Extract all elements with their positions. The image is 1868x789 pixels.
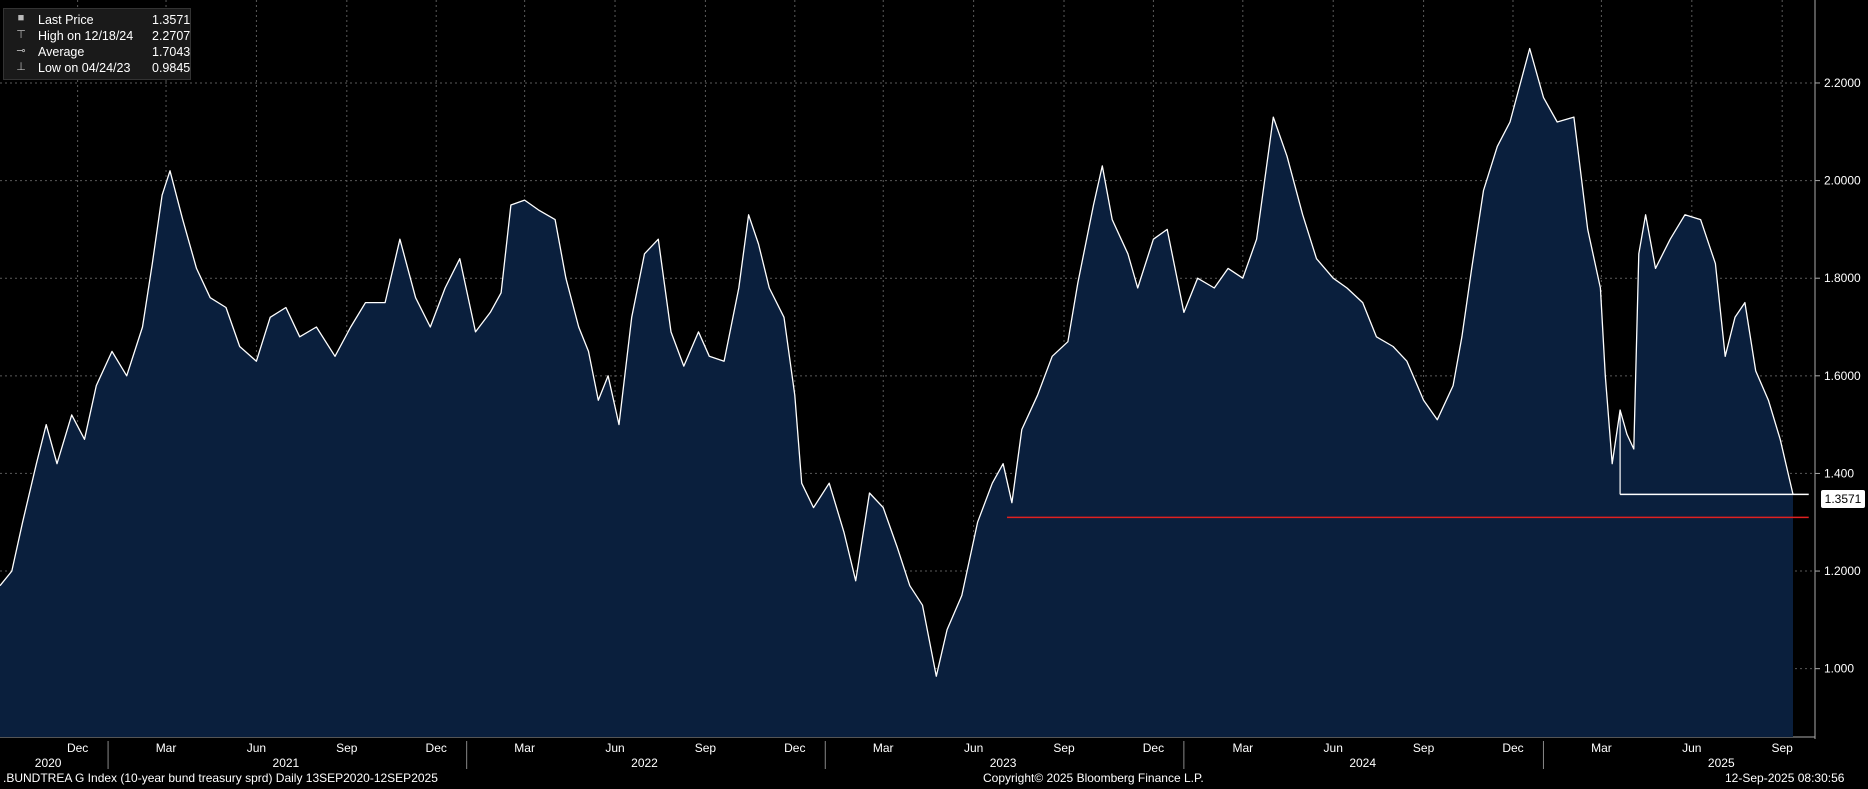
x-tick-label: Jun	[1682, 741, 1701, 755]
y-tick-label: 1.000	[1824, 662, 1854, 676]
y-tick-label: 1.2000	[1824, 564, 1861, 578]
x-tick-label: Mar	[514, 741, 535, 755]
y-tick-label: 1.8000	[1824, 271, 1861, 285]
x-tick-label: Dec	[426, 741, 447, 755]
x-tick-label: Sep	[1053, 741, 1075, 755]
x-tick-label: Dec	[1502, 741, 1523, 755]
legend-last-price-label: Last Price	[38, 13, 94, 27]
y-tick-label: 1.6000	[1824, 369, 1861, 383]
year-label: 2020	[35, 756, 62, 770]
legend-average-value: 1.7043	[152, 45, 191, 59]
x-tick-label: Jun	[605, 741, 624, 755]
x-tick-label: Sep	[695, 741, 717, 755]
legend-high: ⊤ High on 12/18/24 2.2707	[4, 28, 190, 44]
last-price-badge: 1.3571	[1821, 490, 1865, 508]
y-tick-label: 1.400	[1824, 466, 1854, 480]
average-marker-icon: ⊸	[16, 45, 26, 57]
x-tick-label: Dec	[67, 741, 88, 755]
x-tick-label: Sep	[1413, 741, 1435, 755]
x-tick-label: Jun	[1324, 741, 1343, 755]
x-tick-label: Sep	[336, 741, 358, 755]
x-tick-label: Dec	[1143, 741, 1164, 755]
low-marker-icon: ⊥	[16, 61, 26, 73]
x-tick-label: Sep	[1772, 741, 1794, 755]
legend-low: ⊥ Low on 04/24/23 0.9845	[4, 60, 190, 76]
year-label: 2024	[1349, 756, 1376, 770]
year-label: 2023	[990, 756, 1017, 770]
high-marker-icon: ⊤	[16, 29, 26, 41]
legend-low-value: 0.9845	[152, 61, 191, 75]
y-tick-label: 2.0000	[1824, 174, 1861, 188]
y-tick-label: 2.2000	[1824, 76, 1861, 90]
year-label: 2022	[631, 756, 658, 770]
x-tick-label: Dec	[784, 741, 805, 755]
legend-last-price-value: 1.3571	[152, 13, 191, 27]
footer-copyright: Copyright© 2025 Bloomberg Finance L.P.	[983, 771, 1204, 785]
legend-average: ⊸ Average 1.7043	[4, 44, 190, 60]
legend-average-label: Average	[38, 45, 85, 59]
x-tick-label: Mar	[1591, 741, 1612, 755]
x-tick-label: Jun	[964, 741, 983, 755]
legend-last-price: ■ Last Price 1.3571	[4, 12, 191, 28]
footer-timestamp: 12-Sep-2025 08:30:56	[1725, 771, 1845, 785]
year-label: 2021	[273, 756, 300, 770]
footer-ticker: .BUNDTREA G Index (10-year bund treasury…	[3, 771, 438, 785]
x-tick-label: Mar	[1232, 741, 1253, 755]
x-tick-label: Mar	[156, 741, 177, 755]
legend-high-value: 2.2707	[152, 29, 191, 43]
legend-low-label: Low on 04/24/23	[38, 61, 131, 75]
series-area	[0, 48, 1793, 737]
x-tick-label: Mar	[873, 741, 894, 755]
legend: ■ Last Price 1.3571 ⊤ High on 12/18/24 2…	[3, 8, 191, 80]
filled-square-icon: ■	[17, 12, 25, 24]
series-line	[0, 47, 1794, 677]
year-label: 2025	[1708, 756, 1735, 770]
legend-high-label: High on 12/18/24	[38, 29, 134, 43]
x-tick-label: Jun	[247, 741, 266, 755]
